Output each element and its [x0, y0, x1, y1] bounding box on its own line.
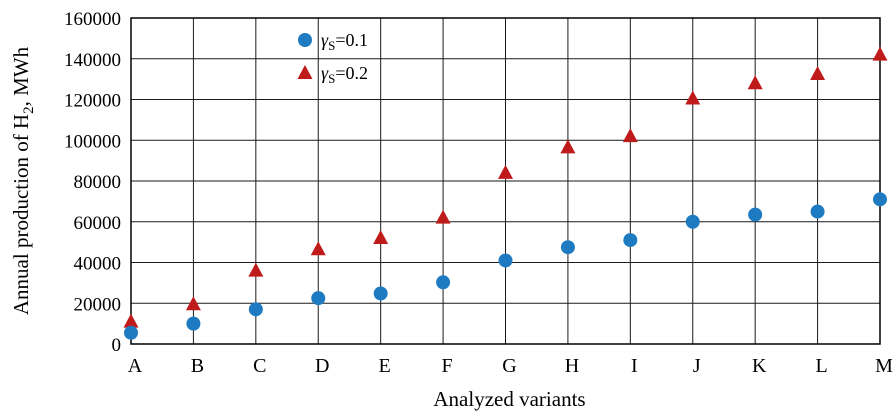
y-axis-title: Annual production of H2, MWh [9, 46, 37, 315]
data-point-circle [623, 233, 638, 248]
data-point-triangle [560, 139, 576, 154]
data-point-circle [685, 214, 700, 229]
data-point-triangle [435, 209, 451, 224]
y-tick-label: 0 [112, 335, 122, 356]
data-point-triangle [622, 128, 638, 143]
data-point-triangle [373, 230, 389, 245]
data-point-triangle [685, 90, 701, 105]
y-tick-label: 160000 [64, 9, 121, 30]
y-tick-label: 120000 [64, 91, 121, 112]
data-point-circle [186, 316, 201, 331]
legend-marker-triangle [297, 65, 313, 79]
x-tick-label: F [442, 355, 453, 377]
y-tick-labels: 0 20000 40000 60000 80000 100000 120000 140000 1… [64, 9, 121, 356]
y-tick-label: 80000 [74, 172, 122, 193]
x-tick-label: K [752, 355, 767, 377]
y-tick-label: 140000 [64, 50, 121, 71]
data-marks [123, 46, 888, 340]
data-point-triangle [498, 164, 513, 179]
legend-label: γS=0.1 [321, 30, 368, 53]
data-point-circle [436, 275, 451, 290]
y-axis-title-main: Annual production of H [9, 114, 33, 315]
x-tick-label: H [565, 355, 579, 377]
legend-label-subscript: S [328, 71, 335, 86]
data-point-circle [748, 207, 763, 222]
data-point-triangle [248, 262, 264, 277]
x-tick-label: J [693, 355, 701, 377]
y-axis-title-unit: , MWh [9, 46, 33, 106]
data-point-triangle [872, 46, 888, 61]
x-tick-label: G [502, 355, 516, 377]
legend-label: γS=0.2 [321, 63, 368, 86]
legend-label-symbol: γ [321, 30, 329, 50]
legend-label-symbol: γ [321, 63, 329, 83]
y-tick-label: 100000 [64, 131, 121, 152]
x-axis-title: Analyzed variants [433, 387, 585, 411]
x-tick-label: C [253, 355, 266, 377]
data-point-circle [873, 192, 887, 207]
plot-frame [130, 17, 881, 345]
data-point-circle [560, 240, 575, 255]
y-tick-label: 40000 [74, 254, 122, 275]
y-tick-label: 20000 [74, 294, 122, 315]
grid-lines [130, 17, 881, 345]
legend-label-value: =0.1 [335, 30, 368, 50]
data-point-triangle [185, 296, 201, 311]
data-point-circle [248, 302, 263, 317]
x-tick-label: E [379, 355, 391, 377]
data-point-circle [810, 204, 825, 219]
x-tick-label: I [631, 355, 638, 377]
y-tick-label: 60000 [74, 213, 122, 234]
legend: γS=0.1γS=0.2 [297, 30, 368, 86]
legend-label-subscript: S [328, 38, 335, 53]
x-tick-label: D [315, 355, 329, 377]
x-tick-label: A [128, 355, 143, 377]
data-point-triangle [123, 313, 139, 328]
data-point-triangle [810, 66, 826, 81]
data-point-circle [373, 286, 388, 301]
data-point-circle [124, 325, 138, 340]
x-tick-label: M [875, 355, 893, 377]
x-tick-label: L [815, 355, 827, 377]
x-tick-label: B [191, 355, 204, 377]
y-axis-title-subscript: 2 [21, 106, 37, 114]
legend-label-value: =0.2 [335, 63, 368, 83]
x-tick-labels: A B C D E F G H I J K L M [128, 355, 893, 377]
legend-marker-circle [298, 33, 312, 47]
data-point-circle [311, 291, 326, 306]
data-point-triangle [310, 241, 326, 256]
data-point-circle [498, 253, 513, 268]
data-point-triangle [747, 75, 763, 90]
